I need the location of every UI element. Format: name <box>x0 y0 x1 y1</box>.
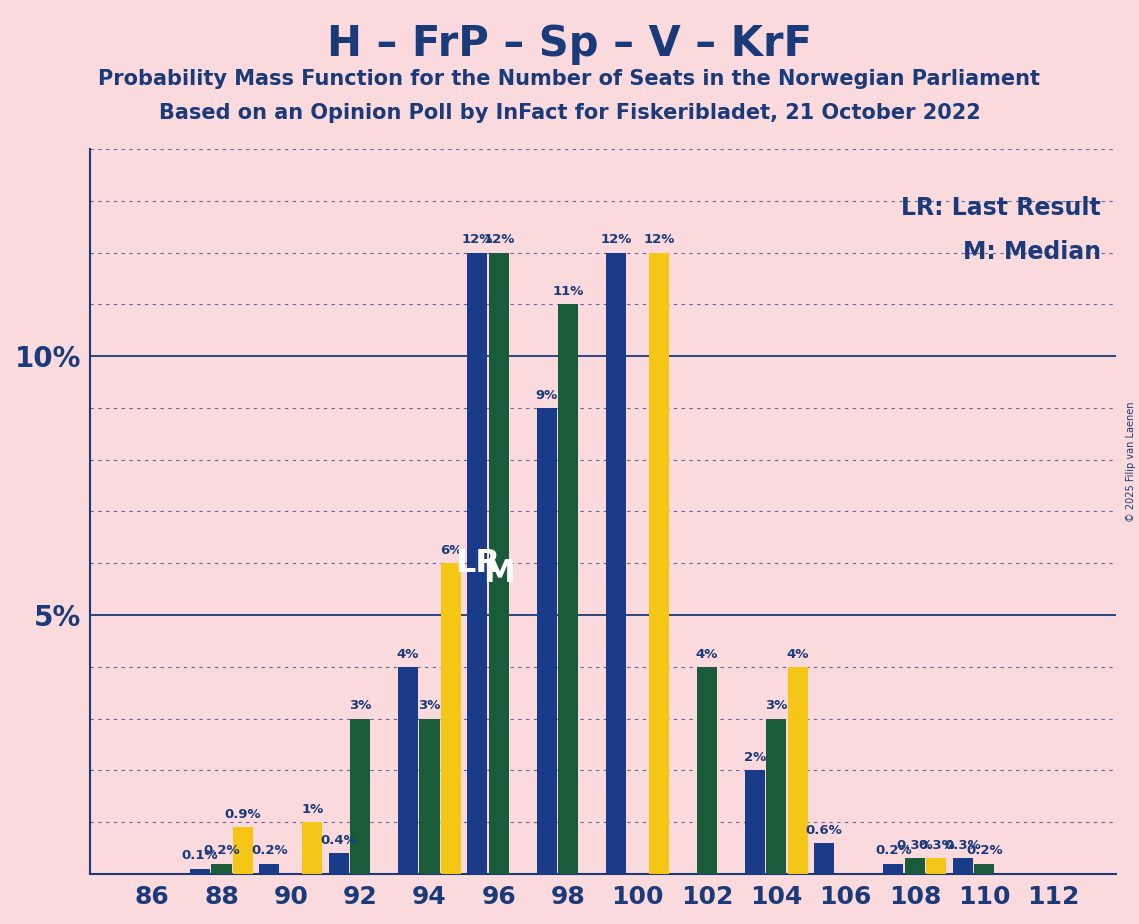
Text: LR: Last Result: LR: Last Result <box>901 196 1100 220</box>
Text: 0.6%: 0.6% <box>805 823 843 836</box>
Text: 0.2%: 0.2% <box>251 845 288 857</box>
Bar <box>232 827 253 874</box>
Bar <box>606 252 626 874</box>
Text: H – FrP – Sp – V – KrF: H – FrP – Sp – V – KrF <box>327 23 812 65</box>
Bar <box>419 719 440 874</box>
Bar <box>190 869 210 874</box>
Bar <box>350 719 370 874</box>
Bar <box>302 822 322 874</box>
Text: M: M <box>483 558 515 590</box>
Text: Probability Mass Function for the Number of Seats in the Norwegian Parliament: Probability Mass Function for the Number… <box>98 69 1041 90</box>
Text: 4%: 4% <box>396 648 419 661</box>
Text: © 2025 Filip van Laenen: © 2025 Filip van Laenen <box>1126 402 1136 522</box>
Text: 3%: 3% <box>349 699 371 712</box>
Text: 1%: 1% <box>301 803 323 816</box>
Bar <box>952 858 973 874</box>
Text: 4%: 4% <box>787 648 809 661</box>
Bar <box>536 407 557 874</box>
Text: 0.1%: 0.1% <box>181 849 219 862</box>
Text: 2%: 2% <box>744 751 765 764</box>
Text: 12%: 12% <box>600 234 632 247</box>
Bar <box>441 564 461 874</box>
Bar <box>558 304 579 874</box>
Bar <box>926 858 947 874</box>
Bar <box>329 853 349 874</box>
Text: 6%: 6% <box>440 544 462 557</box>
Text: 9%: 9% <box>535 389 558 402</box>
Bar <box>489 252 509 874</box>
Bar <box>745 771 764 874</box>
Bar <box>767 719 786 874</box>
Text: 0.2%: 0.2% <box>966 845 1002 857</box>
Text: 0.3%: 0.3% <box>896 839 933 852</box>
Text: 0.2%: 0.2% <box>203 845 240 857</box>
Bar <box>974 864 994 874</box>
Bar <box>260 864 279 874</box>
Text: 0.3%: 0.3% <box>944 839 981 852</box>
Text: LR: LR <box>454 548 500 578</box>
Text: 0.4%: 0.4% <box>320 834 357 847</box>
Text: 3%: 3% <box>765 699 787 712</box>
Bar <box>467 252 487 874</box>
Bar <box>814 843 834 874</box>
Text: 4%: 4% <box>696 648 718 661</box>
Text: M: Median: M: Median <box>962 239 1100 263</box>
Bar <box>884 864 903 874</box>
Text: 0.9%: 0.9% <box>224 808 261 821</box>
Text: 0.2%: 0.2% <box>875 845 911 857</box>
Bar <box>398 667 418 874</box>
Text: 11%: 11% <box>552 286 584 298</box>
Text: 12%: 12% <box>461 234 493 247</box>
Bar <box>788 667 808 874</box>
Bar <box>649 252 669 874</box>
Bar <box>697 667 716 874</box>
Text: Based on an Opinion Poll by InFact for Fiskeribladet, 21 October 2022: Based on an Opinion Poll by InFact for F… <box>158 103 981 124</box>
Text: 12%: 12% <box>644 234 674 247</box>
Bar <box>212 864 231 874</box>
Text: 3%: 3% <box>418 699 441 712</box>
Text: 12%: 12% <box>483 234 515 247</box>
Bar <box>904 858 925 874</box>
Text: 0.3%: 0.3% <box>918 839 954 852</box>
